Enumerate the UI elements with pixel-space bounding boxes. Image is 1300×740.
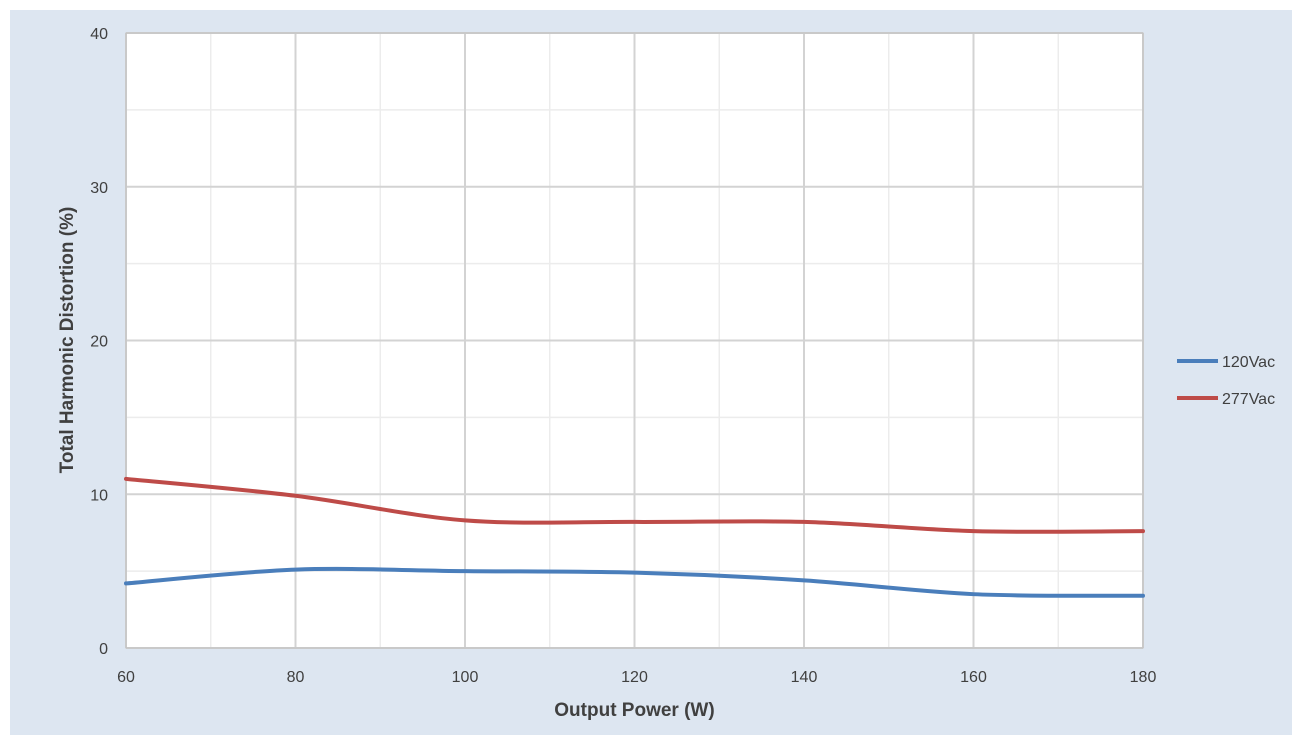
x-tick-label: 140 — [791, 669, 818, 686]
series-line-120vac — [124, 566, 1145, 598]
x-tick-label: 60 — [117, 669, 135, 686]
x-tick-label: 80 — [287, 669, 305, 686]
plot-border — [125, 32, 1144, 649]
legend-label-120vac: 120Vac — [1222, 354, 1275, 371]
legend: 120Vac 277Vac — [1177, 354, 1275, 408]
y-tick-label: 30 — [90, 180, 108, 197]
y-tick-labels: 0 10 20 30 40 — [90, 26, 108, 658]
x-tick-label: 120 — [621, 669, 648, 686]
series-line-277vac — [124, 476, 1145, 534]
y-tick-label: 40 — [90, 26, 108, 43]
y-tick-label: 20 — [90, 334, 108, 351]
x-axis-title: Output Power (W) — [554, 700, 714, 721]
x-tick-label: 180 — [1130, 669, 1157, 686]
x-tick-labels: 60 80 100 120 140 160 180 — [117, 669, 1156, 686]
y-tick-label: 0 — [99, 641, 108, 658]
y-tick-label: 10 — [90, 487, 108, 504]
legend-label-277vac: 277Vac — [1222, 391, 1275, 408]
series-lines — [124, 476, 1145, 598]
y-axis-title: Total Harmonic Distortion (%) — [57, 207, 78, 474]
x-tick-label: 100 — [452, 669, 479, 686]
x-tick-label: 160 — [960, 669, 987, 686]
